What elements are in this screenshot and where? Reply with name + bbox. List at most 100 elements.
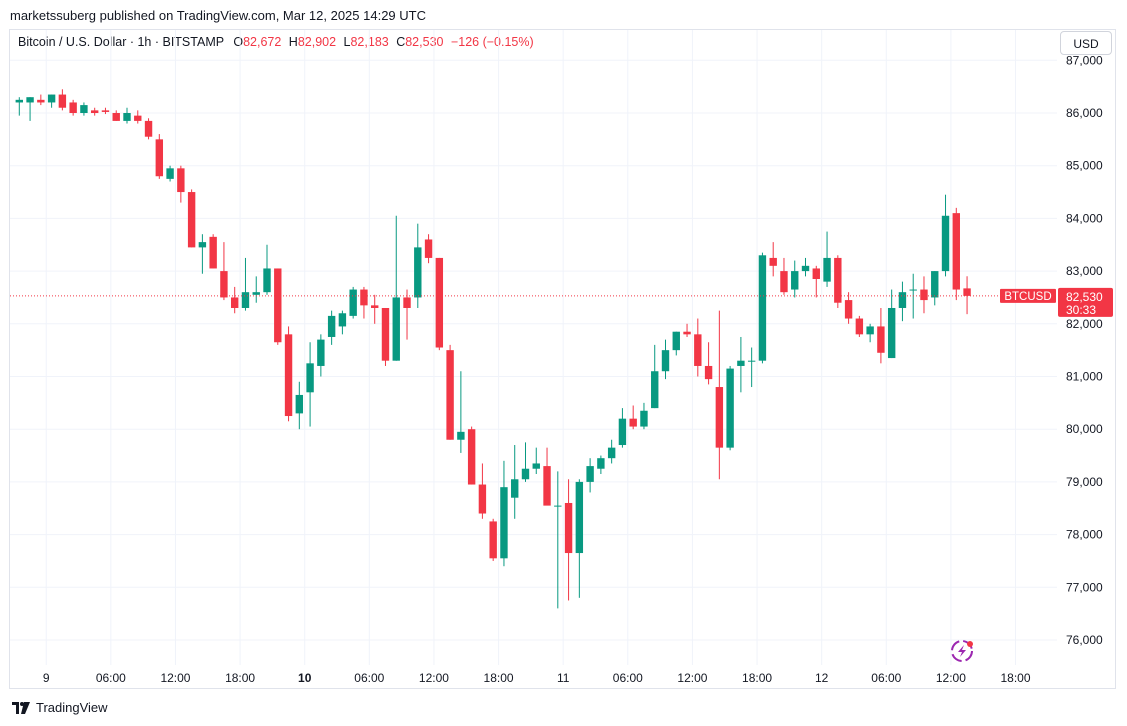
candle [715,310,724,480]
candle-body [963,288,971,296]
y-tick-label: 86,000 [1066,106,1103,120]
candle [834,255,842,308]
x-tick-label: 06:00 [871,671,901,685]
candle-body [791,271,799,290]
candle-body [887,307,896,359]
candle-body [844,300,853,319]
candle [823,231,831,287]
candle [392,215,400,361]
candle-body [101,110,110,112]
candle [144,118,153,140]
candle [467,426,476,485]
candle [855,315,864,337]
footer: TradingView [12,700,108,715]
candle-body [511,479,519,498]
x-tick-label: 06:00 [354,671,384,685]
candle-body [834,257,842,303]
candle-body [349,289,357,316]
candle-body [446,350,454,440]
candle [952,207,960,301]
candle [209,234,217,269]
candle [123,107,131,124]
candle-body [392,297,400,361]
candle-body [812,268,820,280]
chart-frame [9,29,1116,689]
candle-body [672,331,680,351]
candle [661,339,670,380]
candle [306,342,314,427]
candle-body [629,418,637,427]
candle [597,455,605,474]
candle-body [898,292,907,308]
candle-body [500,487,508,559]
candle [554,471,562,609]
footer-brand[interactable]: TradingView [36,700,108,715]
candle-body [403,297,411,308]
candle-body [360,289,368,306]
candle-body [704,365,713,380]
candle-body [37,99,45,103]
candle-body [554,505,562,507]
candle-body [909,289,917,291]
change-value: −126 (−0.15%) [450,35,534,49]
symbol-label[interactable]: Bitcoin / U.S. Dollar · 1h · BITSTAMP [18,35,224,49]
candle-body [467,429,476,485]
candle [349,286,357,319]
candle [651,344,659,409]
candle-body [737,360,745,366]
candle [931,271,939,306]
candle [295,381,304,430]
x-tick-label: 06:00 [613,671,643,685]
candle-body [597,458,605,469]
candle [58,89,67,111]
candle [284,326,293,422]
candle-body [198,242,207,248]
candle-body [780,271,788,293]
candle-body [263,268,271,293]
x-tick-label: 12:00 [160,671,190,685]
candle-body [47,94,56,103]
candle-body [607,447,616,459]
candle [435,257,444,351]
candle [887,289,896,359]
candle [737,336,745,393]
published-text: marketssuberg published on TradingView.c… [10,8,426,23]
candle [166,165,174,182]
open-value: 82,672 [243,35,282,49]
close-label: C [396,35,406,49]
currency-button[interactable]: USD [1060,31,1112,55]
candle [758,252,767,364]
candle [564,479,573,601]
candle [747,347,756,388]
candle-body [823,257,831,282]
candle [844,292,853,324]
candle [403,289,411,340]
tradingview-logo-icon [12,701,30,714]
candle-body [90,110,99,113]
candle [371,294,379,324]
candle [780,257,788,295]
candle [47,94,56,108]
candle-body [726,368,734,448]
candle [241,257,250,311]
candle-body [683,331,691,335]
candle [500,460,508,567]
x-tick-label: 12:00 [936,671,966,685]
x-tick-label: 12 [815,671,829,685]
candle-body [134,115,142,121]
candle [629,405,637,430]
candle-body [220,271,228,298]
candle [920,276,928,314]
x-tick-label: 18:00 [742,671,772,685]
candle-body [177,168,185,193]
candle-body [338,313,347,327]
candle-body [80,105,88,113]
candle [424,234,433,264]
candle-body [931,271,939,298]
candle [543,447,551,506]
y-tick-label: 84,000 [1066,211,1103,225]
candle [338,310,347,335]
open-label: O [233,35,244,49]
tradingview-lightning-icon[interactable] [951,640,973,662]
